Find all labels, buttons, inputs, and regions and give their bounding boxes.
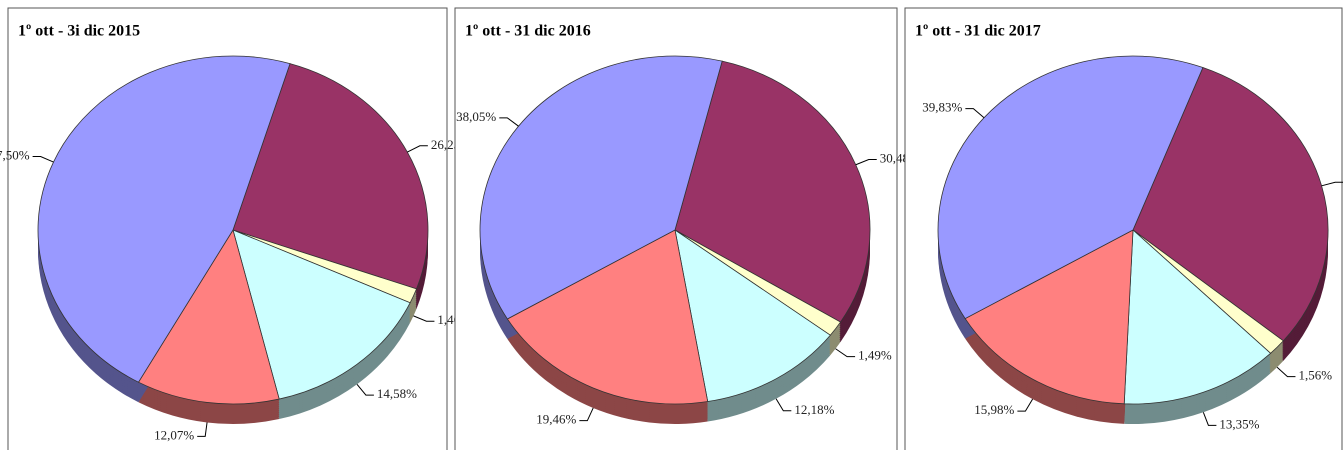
leader-line [965, 108, 985, 119]
data-label: 19,46% [536, 412, 576, 427]
leader-line [1321, 181, 1343, 187]
leader-line [1276, 366, 1296, 378]
leader-line [835, 348, 856, 358]
leader-line [855, 158, 877, 166]
chart-title: 1º ott - 31 dic 2017 [915, 23, 1041, 40]
slice [232, 229, 411, 400]
leader-line [499, 117, 519, 127]
slice [232, 63, 429, 290]
data-label: 38,05% [456, 109, 496, 124]
data-label: 14,58% [377, 386, 417, 401]
data-label: 12,18% [794, 402, 834, 417]
leader-line [775, 398, 792, 412]
slice [1132, 67, 1329, 342]
slice [964, 229, 1134, 405]
data-label: 39,83% [922, 100, 962, 115]
data-label: 12,07% [154, 427, 194, 442]
leader-line [413, 315, 435, 322]
chart-title: 1º ott - 3i dic 2015 [18, 23, 140, 40]
leader-line [1017, 398, 1034, 412]
data-label: 47,50% [0, 148, 30, 163]
leader-line [579, 407, 594, 422]
slice [937, 55, 1204, 320]
data-label: 13,35% [1219, 416, 1259, 431]
leader-line [407, 145, 428, 153]
slice [674, 229, 831, 402]
leader-line [1202, 412, 1217, 426]
data-label: 1,56% [1298, 368, 1332, 383]
slice [506, 229, 709, 405]
slice [1123, 229, 1272, 405]
data-label: 1,49% [858, 348, 892, 363]
slice [479, 55, 723, 320]
leader-line [32, 156, 54, 163]
leader-line [356, 383, 374, 396]
data-label: 15,98% [974, 402, 1014, 417]
chart-title: 1º ott - 31 dic 2016 [465, 23, 591, 40]
slice [137, 229, 280, 405]
leader-line [197, 422, 208, 437]
